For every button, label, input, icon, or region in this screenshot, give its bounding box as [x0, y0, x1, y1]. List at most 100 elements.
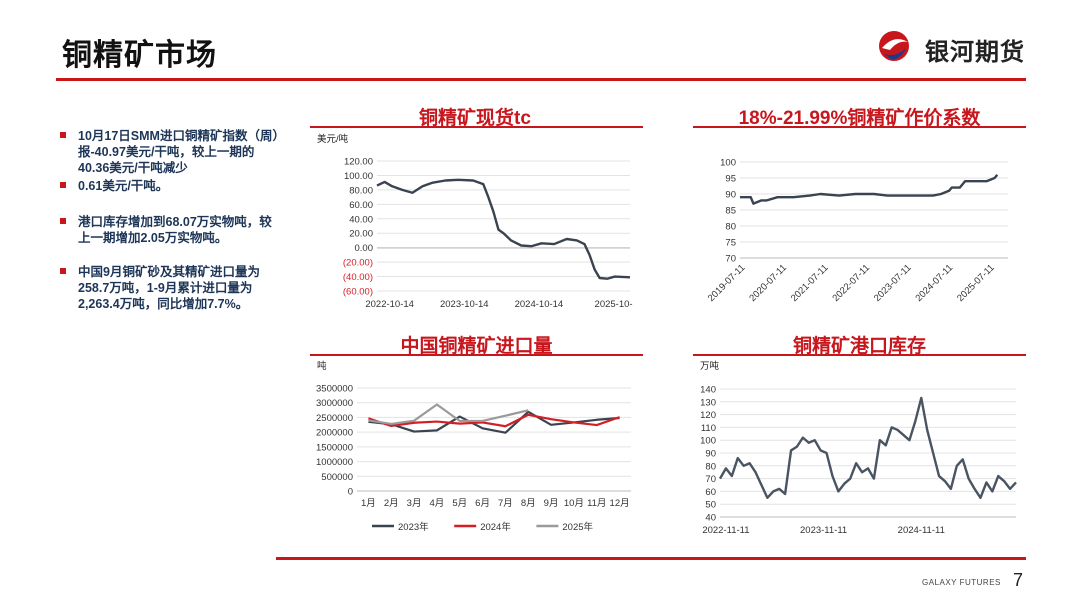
y-tick-label: 0.00	[355, 243, 374, 254]
y-tick-label: 1000000	[316, 457, 353, 468]
x-tick-label: 7月	[498, 498, 513, 509]
y-tick-label: 2000000	[316, 428, 353, 439]
x-tick-label: 1月	[361, 498, 376, 509]
x-tick-label: 2025-10-	[595, 299, 633, 308]
series-line	[376, 178, 631, 280]
x-tick-label: 2月	[384, 498, 399, 509]
x-tick-label: 2025-07-11	[955, 262, 997, 304]
y-tick-label: 40	[705, 513, 716, 524]
page-number: 7	[1013, 570, 1024, 590]
brand-name: 银河期货	[925, 39, 1025, 66]
y-tick-label: 95	[725, 174, 736, 185]
bullet-item: 中国9月铜矿砂及其精矿进口量为258.7万吨，1-9月累计进口量为2,263.4…	[58, 264, 283, 312]
legend-label: 2025年	[562, 521, 593, 533]
legend-label: 2024年	[480, 521, 511, 533]
y-tick-label: 75	[725, 238, 736, 249]
bullet-item: 港口库存增加到68.07万实物吨，较上一期增加2.05万实物吨。	[58, 214, 283, 246]
chart-2-title: 18%-21.99%铜精矿作价系数	[738, 108, 981, 129]
bullet-marker-icon	[60, 218, 66, 224]
y-axis-unit-label: 万吨	[700, 360, 720, 372]
x-tick-label: 2020-07-11	[747, 262, 789, 304]
series-line	[718, 396, 1017, 500]
footer-brand: GALAXY FUTURES	[922, 578, 1001, 587]
y-tick-label: 100.00	[344, 171, 373, 182]
y-tick-label: 100	[700, 436, 716, 447]
import-volume-line-chart: 吨 3500000 3000000 2500000 2000000 1500000 1000…	[316, 360, 631, 533]
bullet-text: 10月17日SMM进口铜精矿指数（周）报-40.97美元/干吨，较上一期的40.…	[78, 129, 279, 175]
x-tick-label: 5月	[452, 498, 467, 509]
bullet-text: 中国9月铜矿砂及其精矿进口量为258.7万吨，1-9月累计进口量为2,263.4…	[78, 265, 260, 311]
y-tick-label: 70	[705, 474, 716, 485]
x-tick-label: 2023-07-11	[872, 262, 914, 304]
series-line	[368, 413, 620, 428]
bullet-list: 10月17日SMM进口铜精矿指数（周）报-40.97美元/干吨，较上一期的40.…	[58, 128, 283, 312]
y-tick-label: 85	[725, 206, 736, 217]
chart-2-title-rule	[693, 126, 1026, 128]
x-tick-label: 8月	[521, 498, 536, 509]
y-tick-label: 0	[348, 487, 353, 498]
x-tick-label: 2022-07-11	[830, 262, 872, 304]
bullet-item: 10月17日SMM进口铜精矿指数（周）报-40.97美元/干吨，较上一期的40.…	[58, 128, 283, 176]
bullet-text: 港口库存增加到68.07万实物吨，较上一期增加2.05万实物吨。	[78, 215, 272, 245]
y-tick-label: 2500000	[316, 413, 353, 424]
y-tick-label: 60	[705, 487, 716, 498]
chart-3-title: 中国铜精矿进口量	[400, 336, 553, 357]
brand-logo-icon	[879, 31, 909, 61]
chart-4-title: 铜精矿港口库存	[792, 336, 926, 357]
x-tick-label: 2024-07-11	[914, 262, 956, 304]
y-tick-label: 90	[705, 449, 716, 460]
bullet-text: 0.61美元/干吨。	[78, 179, 169, 193]
y-tick-label: 140	[700, 385, 716, 396]
bullet-marker-icon	[60, 182, 66, 188]
footer-divider	[276, 557, 1026, 560]
y-tick-label: 3000000	[316, 398, 353, 409]
bullet-item: 0.61美元/干吨。	[58, 178, 283, 194]
y-tick-label: (40.00)	[343, 272, 373, 283]
series-line	[368, 403, 529, 426]
series-line	[740, 174, 999, 205]
y-tick-label: 80	[705, 461, 716, 472]
y-axis-unit-label: 吨	[317, 360, 327, 372]
y-tick-label: 50	[705, 500, 716, 511]
x-tick-label: 10月	[564, 498, 584, 509]
y-tick-label: 120.00	[344, 157, 373, 168]
tc-line-chart: 美元/吨 120.00 100.00 80.00 60.00 40.00 20.00 0.00…	[317, 133, 633, 308]
chart-4-title-rule	[693, 354, 1026, 356]
y-tick-label: 100	[720, 158, 736, 169]
x-tick-label: 6月	[475, 498, 490, 509]
chart-1-title-rule	[310, 126, 643, 128]
bullet-marker-icon	[60, 268, 66, 274]
x-tick-label: 3月	[407, 498, 422, 509]
chart-3-title-rule	[310, 354, 643, 356]
y-tick-label: 500000	[321, 472, 353, 483]
x-tick-label: 2021-07-11	[789, 262, 831, 304]
x-tick-label: 2023-10-14	[440, 299, 489, 308]
x-tick-label: 2024-10-14	[515, 299, 564, 308]
y-tick-label: 130	[700, 397, 716, 408]
y-tick-label: 3500000	[316, 384, 353, 395]
y-tick-label: 80.00	[349, 185, 373, 196]
y-tick-label: 80	[725, 222, 736, 233]
bullet-marker-icon	[60, 132, 66, 138]
slide-title: 铜精矿市场	[62, 39, 217, 72]
x-tick-label: 4月	[430, 498, 445, 509]
y-tick-label: 20.00	[349, 229, 373, 240]
y-tick-label: 70	[725, 254, 736, 265]
chart-1-title: 铜精矿现货tc	[419, 108, 531, 129]
header-divider	[56, 78, 1026, 81]
y-tick-label: 110	[701, 423, 716, 434]
legend-label: 2023年	[398, 521, 429, 533]
x-tick-label: 2024-11-11	[898, 525, 945, 536]
y-tick-label: (60.00)	[343, 287, 373, 298]
y-tick-label: 40.00	[349, 214, 373, 225]
y-tick-label: 1500000	[316, 442, 353, 453]
x-tick-label: 2022-10-14	[365, 299, 414, 308]
y-tick-label: (20.00)	[343, 258, 373, 269]
x-tick-label: 12月	[610, 498, 630, 509]
y-axis-unit-label: 美元/吨	[317, 133, 349, 145]
x-tick-label: 9月	[544, 498, 559, 509]
x-tick-label: 11月	[587, 498, 606, 509]
x-tick-label: 2023-11-11	[800, 525, 847, 536]
